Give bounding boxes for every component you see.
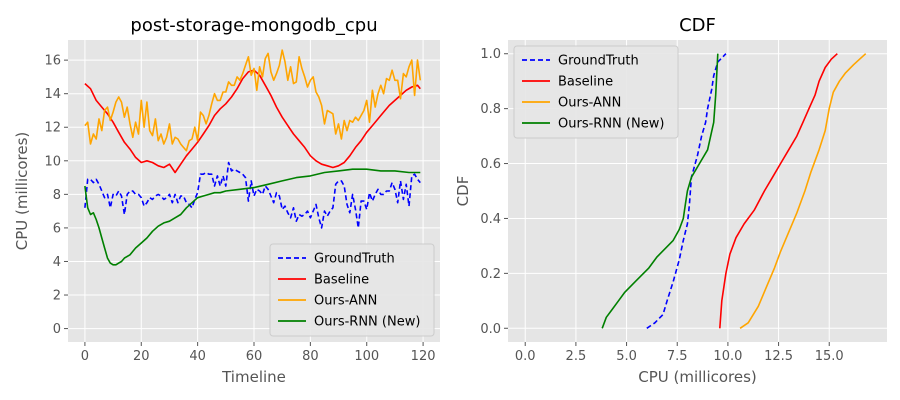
- y-tick-label: 1.0: [480, 47, 501, 62]
- series-line-baseline: [719, 53, 838, 329]
- y-tick-label: 0.2: [480, 267, 501, 282]
- x-tick-label: 100: [354, 349, 379, 364]
- y-tick-label: 2: [53, 289, 61, 304]
- series-group: [84, 49, 422, 266]
- x-tick-label: 15.0: [815, 349, 844, 364]
- x-tick-label: 7.5: [667, 349, 688, 364]
- y-tick-label: 6: [53, 221, 61, 236]
- x-tick-label: 40: [189, 349, 206, 364]
- y-tick-label: 12: [44, 121, 61, 136]
- legend-entry-label: Baseline: [558, 75, 613, 90]
- cdf-chart: 0.0 2.5 5.0 7.5 10.0 12.5 15.0 0.0 0.2 0.4 0.6 0.8 1…: [454, 15, 887, 386]
- series-line-ours-rnn-new: [601, 53, 719, 329]
- legend-box: [269, 243, 435, 337]
- series-line-ours-ann: [739, 53, 867, 329]
- series-line-groundtruth: [646, 53, 727, 329]
- y-tick-label: 14: [44, 87, 61, 102]
- y-axis-label: CPU (millicores): [13, 132, 31, 251]
- x-tick-label: 20: [133, 349, 150, 364]
- chart-title: post-storage-mongodb_cpu: [130, 15, 377, 36]
- legend-box: [513, 45, 679, 139]
- x-tick-label: 5.0: [616, 349, 637, 364]
- legend-entry-label: Ours-RNN (New): [558, 117, 664, 132]
- timeline-chart: 0 20 40 60 80 100 120 0 2 4 6 8 10 12 14 16 post-storage…: [13, 15, 440, 386]
- x-tick-label: 2.5: [566, 349, 587, 364]
- y-tick-label: 8: [53, 188, 61, 203]
- y-tick-label: 0.8: [480, 102, 501, 117]
- legend-entry-label: Baseline: [314, 273, 369, 288]
- y-axis-label: CDF: [454, 176, 472, 207]
- legend-entry-label: Ours-RNN (New): [314, 315, 420, 330]
- series-line-ours-ann: [84, 49, 422, 152]
- x-tick-label: 0: [81, 349, 89, 364]
- y-tick-label: 16: [44, 54, 61, 69]
- legend-entry-label: Ours-ANN: [558, 96, 621, 111]
- legend: GroundTruth Baseline Ours-ANN Ours-RNN (New…: [513, 45, 679, 139]
- y-tick-label: 4: [53, 255, 61, 270]
- x-tick-label: 0.0: [515, 349, 536, 364]
- legend: GroundTruth Baseline Ours-ANN Ours-RNN (New…: [269, 243, 435, 337]
- chart-title: CDF: [679, 15, 716, 36]
- x-tick-label: 10.0: [713, 349, 742, 364]
- y-tick-label: 0: [53, 322, 61, 337]
- legend-entry-label: GroundTruth: [314, 252, 395, 267]
- y-tick-label: 10: [44, 154, 61, 169]
- x-axis-label: CPU (millicores): [638, 368, 757, 386]
- legend-entry-label: Ours-ANN: [314, 294, 377, 309]
- x-tick-label: 12.5: [764, 349, 793, 364]
- legend-entry-label: GroundTruth: [558, 54, 639, 69]
- y-tick-label: 0.0: [480, 322, 501, 337]
- x-tick-label: 60: [246, 349, 263, 364]
- series-group: [601, 53, 867, 329]
- x-tick-label: 120: [411, 349, 436, 364]
- y-tick-label: 0.6: [480, 157, 501, 172]
- y-tick-label: 0.4: [480, 212, 501, 227]
- series-line-ours-rnn-new: [84, 168, 421, 266]
- x-tick-label: 80: [302, 349, 319, 364]
- x-axis-label: Timeline: [221, 368, 286, 386]
